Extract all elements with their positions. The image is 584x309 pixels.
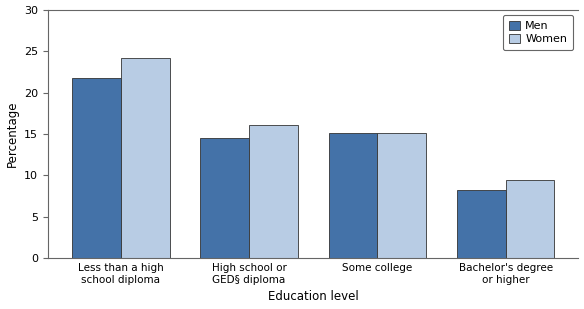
Bar: [377, 133, 426, 258]
Bar: [72, 78, 121, 258]
Legend: Men, Women: Men, Women: [503, 15, 573, 50]
Bar: [329, 133, 377, 258]
Bar: [200, 138, 249, 258]
Y-axis label: Percentage: Percentage: [6, 101, 19, 167]
X-axis label: Education level: Education level: [268, 290, 359, 303]
Bar: [121, 58, 169, 258]
Bar: [249, 125, 298, 258]
Bar: [457, 190, 506, 258]
Bar: [506, 180, 554, 258]
